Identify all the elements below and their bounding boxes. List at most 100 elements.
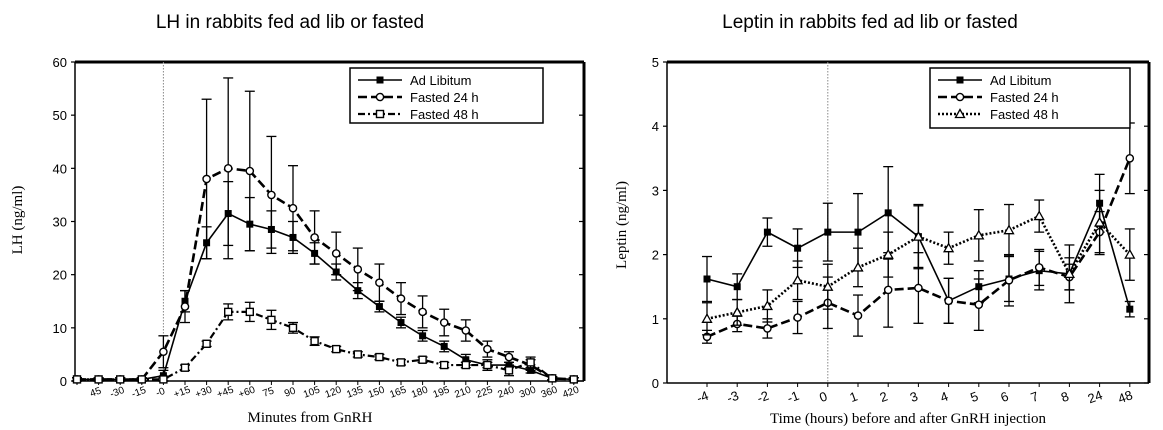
lh-x-axis-label: Minutes from GnRH xyxy=(248,410,373,426)
lh-x-tick-label: 75 xyxy=(261,385,276,399)
lh-x-tick-label: -30 xyxy=(109,385,127,400)
lh-data-point xyxy=(331,249,341,258)
leptin-data-point xyxy=(854,228,862,236)
lh-x-tick-label: 105 xyxy=(302,384,322,400)
leptin-x-tick-label: 4 xyxy=(938,388,950,405)
lh-x-tick-label: +30 xyxy=(194,384,214,400)
lh-data-point xyxy=(375,278,384,287)
leptin-legend-label: Ad Libitum xyxy=(990,73,1051,88)
lh-x-tick-label: -15 xyxy=(130,385,148,400)
lh-x-tick-label: -0 xyxy=(154,386,167,400)
leptin-x-tick-label: 6 xyxy=(998,388,1010,405)
lh-data-point xyxy=(548,374,557,383)
lh-x-tick-label: +15 xyxy=(172,384,192,400)
lh-data-point xyxy=(396,358,406,367)
lh-x-tick-label: +60 xyxy=(237,384,257,400)
lh-legend-label: Fasted 24 h xyxy=(410,90,479,105)
leptin-data-point xyxy=(883,285,893,295)
leptin-y-axis-label: Leptin (ng/ml) xyxy=(614,181,630,269)
lh-y-tick-label: 50 xyxy=(53,108,67,123)
lh-data-point xyxy=(137,375,147,384)
lh-y-axis-label: LH (ng/ml) xyxy=(10,186,26,255)
leptin-x-tick-label: 0 xyxy=(817,388,829,405)
lh-series-3 xyxy=(72,301,579,384)
leptin-data-point xyxy=(763,324,772,333)
lh-data-point xyxy=(180,363,190,372)
lh-x-tick-label: 195 xyxy=(432,384,452,400)
lh-data-point xyxy=(159,347,168,357)
lh-data-point xyxy=(375,352,384,362)
lh-x-tick-label: 210 xyxy=(453,384,473,400)
lh-x-tick-label: 300 xyxy=(518,384,538,400)
lh-legend-marker xyxy=(375,109,385,119)
lh-data-point xyxy=(180,302,190,311)
leptin-data-point xyxy=(791,274,804,285)
leptin-x-axis-label: Time (hours) before and after GnRH injec… xyxy=(770,411,1047,427)
leptin-data-point xyxy=(794,244,802,252)
lh-series-line xyxy=(77,310,574,381)
lh-data-point xyxy=(353,265,363,274)
leptin-data-point xyxy=(763,228,771,236)
leptin-x-tick-label: -1 xyxy=(785,388,801,406)
lh-x-tick-label: 165 xyxy=(388,384,408,400)
leptin-legend: Ad Libitum Fasted 24 h Fasted 48 h xyxy=(929,67,1131,129)
leptin-x-tick-label: -2 xyxy=(755,388,771,406)
leptin-data-point xyxy=(974,300,984,309)
lh-legend-label: Ad Libitum xyxy=(410,73,471,88)
lh-data-point xyxy=(288,323,298,333)
leptin-x-tick-label: 48 xyxy=(1116,387,1135,406)
lh-legend-marker xyxy=(375,92,385,102)
lh-x-tick-label: +45 xyxy=(215,384,235,400)
leptin-data-point xyxy=(853,311,863,320)
lh-x-tick-label: 225 xyxy=(475,384,495,400)
lh-data-point xyxy=(332,344,341,354)
lh-x-tick-label: 90 xyxy=(283,385,298,399)
leptin-data-point xyxy=(1124,248,1136,259)
leptin-data-point xyxy=(1063,268,1076,279)
leptin-data-point xyxy=(944,296,953,306)
leptin-series-3 xyxy=(701,189,1136,336)
leptin-data-point xyxy=(733,283,741,291)
lh-data-point xyxy=(159,375,168,384)
leptin-data-point xyxy=(701,312,713,323)
lh-chart: LH in rabbits fed ad lib or fasted LH (n… xyxy=(10,12,586,426)
lh-legend-label: Fasted 48 h xyxy=(410,107,479,122)
lh-data-point xyxy=(353,350,362,359)
lh-x-tick-label: 150 xyxy=(367,384,387,400)
leptin-x-tick-label: 3 xyxy=(908,388,920,405)
leptin-data-point xyxy=(1004,275,1014,285)
lh-data-point xyxy=(396,294,406,303)
lh-data-point xyxy=(526,358,535,367)
lh-data-point xyxy=(223,307,233,317)
lh-data-point xyxy=(483,344,492,354)
lh-data-point xyxy=(310,233,319,242)
lh-x-tick-label: 360 xyxy=(540,384,560,400)
lh-data-point xyxy=(288,203,298,213)
leptin-legend-marker xyxy=(955,92,965,102)
lh-data-point xyxy=(245,307,255,317)
lh-data-point xyxy=(115,375,125,384)
lh-data-point xyxy=(440,360,449,370)
leptin-legend-marker xyxy=(956,76,964,84)
lh-x-tick-label: 135 xyxy=(345,384,365,400)
lh-data-point xyxy=(202,174,211,184)
leptin-y-tick-label: 4 xyxy=(652,119,659,134)
leptin-data-point xyxy=(1126,305,1134,313)
leptin-x-tick-label: -3 xyxy=(725,388,741,406)
lh-x-tick-label: 45 xyxy=(89,385,104,399)
leptin-data-point xyxy=(1093,216,1106,227)
lh-data-point xyxy=(483,360,492,370)
leptin-legend-marker xyxy=(954,108,966,119)
lh-data-point xyxy=(462,356,470,364)
lh-data-point xyxy=(397,319,405,327)
lh-x-tick-label: 240 xyxy=(496,384,516,400)
leptin-x-tick-label: 8 xyxy=(1059,388,1071,405)
leptin-y-tick-label: 2 xyxy=(652,248,659,263)
leptin-data-point xyxy=(703,275,711,283)
lh-chart-title: LH in rabbits fed ad lib or fasted xyxy=(156,12,424,33)
leptin-data-point xyxy=(824,228,832,236)
leptin-data-point xyxy=(912,230,925,241)
lh-data-point xyxy=(461,360,470,370)
lh-legend-marker xyxy=(376,76,384,84)
